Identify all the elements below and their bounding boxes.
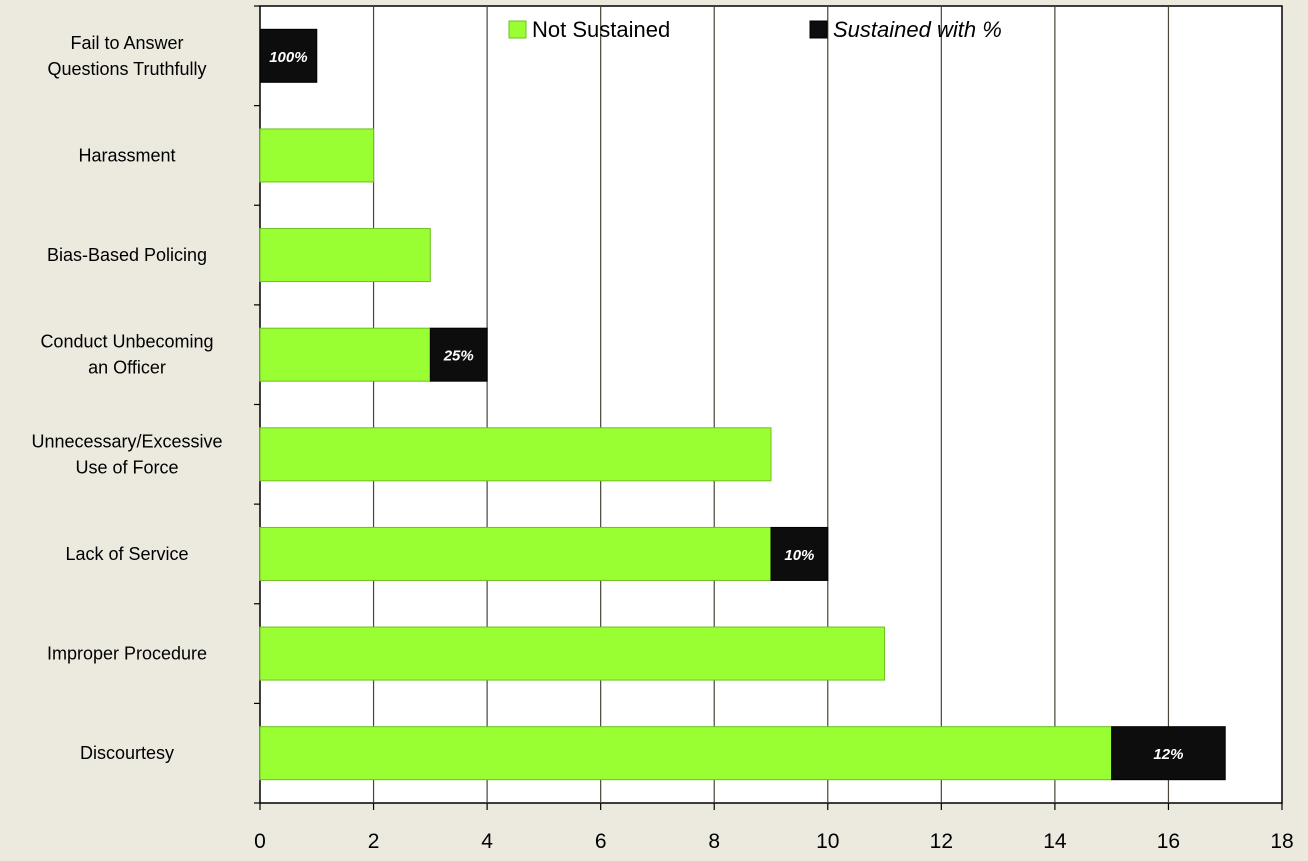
category-label: Questions Truthfully (47, 59, 206, 79)
sustained-pct-label: 12% (1153, 746, 1183, 763)
legend: Not Sustained Sustained with % (508, 17, 1002, 42)
category-label: Bias-Based Policing (47, 245, 207, 265)
category-label: Discourtesy (80, 743, 174, 763)
bar-not-sustained (259, 726, 1113, 781)
x-tick-label: 6 (595, 830, 607, 853)
bar-not-sustained (259, 128, 375, 183)
x-tick-label: 10 (816, 830, 839, 853)
sustained-pct-label: 10% (784, 547, 814, 564)
bars: 100% 25% 10% 12% (259, 28, 1226, 781)
bar-not-sustained (259, 427, 772, 482)
x-tick-label: 18 (1270, 830, 1293, 853)
x-tick-label: 4 (481, 830, 493, 853)
category-label: Lack of Service (65, 544, 188, 564)
gridlines (372, 6, 1170, 803)
bar-not-sustained (259, 626, 886, 681)
category-label: Harassment (78, 145, 175, 165)
legend-label: Not Sustained (532, 17, 670, 42)
bar-sustained (429, 327, 488, 382)
bar-not-sustained (259, 327, 431, 382)
plot-area (259, 5, 1283, 804)
x-tick-label: 12 (930, 830, 953, 853)
x-tick-label: 2 (368, 830, 380, 853)
x-tick-label: 14 (1043, 830, 1067, 853)
x-tick-label: 8 (708, 830, 720, 853)
bar-not-sustained (259, 526, 772, 581)
sustained-pct-label: 25% (443, 348, 474, 365)
category-label: Improper Procedure (47, 644, 207, 664)
x-tick-label: 0 (254, 830, 266, 853)
category-label: an Officer (88, 358, 166, 378)
bar-sustained (1111, 726, 1226, 781)
bar-sustained (770, 526, 829, 581)
legend-swatch-not-sustained (508, 20, 527, 39)
category-label: Fail to Answer (70, 33, 183, 53)
legend-label: Sustained with % (833, 17, 1002, 42)
category-label: Conduct Unbecoming (40, 332, 213, 352)
category-labels: Fail to Answer Questions Truthfully Harass… (31, 33, 222, 763)
x-axis-ticks: 0 2 4 6 8 10 12 14 16 18 (254, 5, 1294, 853)
bar-sustained (259, 28, 318, 83)
sustained-pct-label: 100% (269, 49, 307, 66)
category-label: Unnecessary/Excessive (31, 431, 222, 451)
bar-not-sustained (259, 228, 431, 283)
legend-swatch-sustained (809, 20, 828, 39)
category-label: Use of Force (75, 457, 178, 477)
x-tick-label: 16 (1157, 830, 1180, 853)
